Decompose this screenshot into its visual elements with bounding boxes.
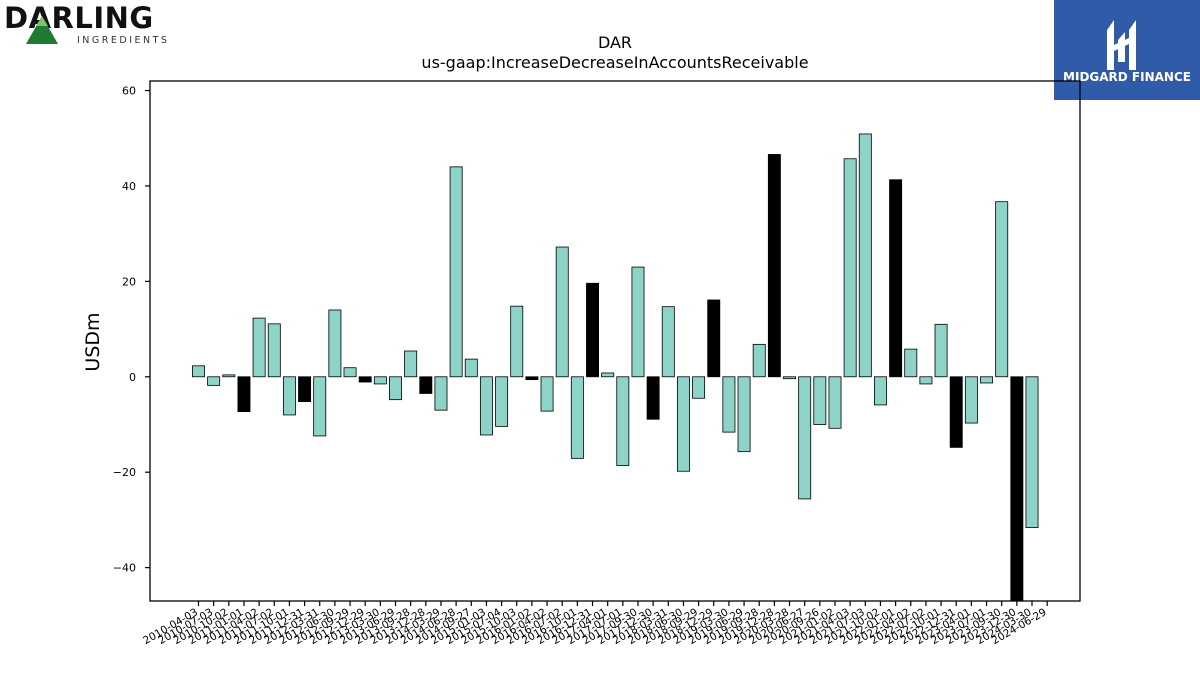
bar (282, 376, 296, 416)
chart-subtitle: us-gaap:IncreaseDecreaseInAccountsReceiv… (421, 53, 808, 72)
bar (1025, 376, 1039, 528)
y-tick-label: 20 (122, 275, 136, 288)
y-tick-label: −20 (113, 466, 136, 479)
bar (298, 376, 312, 402)
bar (570, 376, 584, 459)
y-tick-label: −40 (113, 562, 136, 575)
bar (1010, 376, 1024, 602)
bar (358, 376, 372, 383)
bar (328, 309, 342, 378)
y-tick-label: 60 (122, 85, 136, 98)
logo-triangle-icon (26, 16, 58, 44)
bar (555, 246, 569, 378)
bar (889, 179, 903, 378)
bar (237, 376, 251, 413)
bar (995, 201, 1009, 378)
bar (767, 154, 781, 378)
bar (616, 376, 630, 466)
bar (434, 376, 448, 411)
midgard-finance-logo: MIDGARD FINANCE (1054, 0, 1200, 100)
bar (207, 376, 221, 386)
bar (389, 376, 402, 401)
logo-triangle-highlight-icon (36, 16, 48, 26)
bar (858, 133, 872, 378)
bar (267, 323, 281, 378)
bar (313, 376, 327, 437)
bar (752, 343, 766, 378)
bar (419, 376, 433, 394)
bar (540, 376, 554, 412)
bar (404, 350, 418, 378)
bar (980, 376, 993, 384)
bar (601, 372, 615, 378)
bar (949, 376, 963, 448)
plot-frame (149, 80, 1081, 602)
bar (707, 299, 721, 378)
y-axis-label: USDm (82, 312, 104, 371)
bar (737, 376, 751, 453)
darling-ingredients-logo: DARLING INGREDIENTS (0, 0, 180, 50)
midgard-emblem-icon (1107, 20, 1136, 70)
bar (813, 376, 827, 425)
plot-area: −40−2002040602010-04-032010-07-032010-10… (113, 85, 1049, 648)
chart-title: DAR (598, 33, 632, 52)
bar (222, 374, 236, 378)
logo-right-name: MIDGARD FINANCE (1063, 70, 1191, 84)
bar (722, 376, 736, 433)
bar (252, 317, 266, 378)
bar (692, 376, 706, 399)
bar (464, 358, 478, 378)
bar (373, 376, 387, 385)
bar (510, 305, 524, 378)
bar (919, 376, 933, 385)
bar (904, 348, 918, 378)
bar (798, 376, 812, 500)
logo-left-name: DARLING (4, 1, 154, 35)
bar (783, 376, 796, 380)
bar (495, 376, 509, 427)
y-tick-label: 40 (122, 180, 136, 193)
bar (873, 376, 887, 406)
bar (964, 376, 978, 424)
bar (828, 376, 842, 429)
bar (646, 376, 660, 420)
bar (343, 367, 357, 378)
bar (676, 376, 690, 472)
bar (661, 306, 675, 378)
bar (479, 376, 493, 436)
y-tick-label: 0 (129, 371, 136, 384)
bar (525, 376, 539, 381)
bar (449, 166, 463, 378)
bar (934, 323, 948, 378)
logo-left-sub: INGREDIENTS (77, 35, 169, 46)
bar (631, 266, 645, 378)
logo-right-background (1054, 0, 1200, 100)
bar (586, 282, 599, 378)
bar (843, 158, 857, 378)
bar (192, 365, 205, 378)
